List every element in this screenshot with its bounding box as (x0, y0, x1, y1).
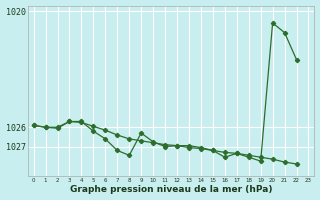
X-axis label: Graphe pression niveau de la mer (hPa): Graphe pression niveau de la mer (hPa) (70, 185, 272, 194)
